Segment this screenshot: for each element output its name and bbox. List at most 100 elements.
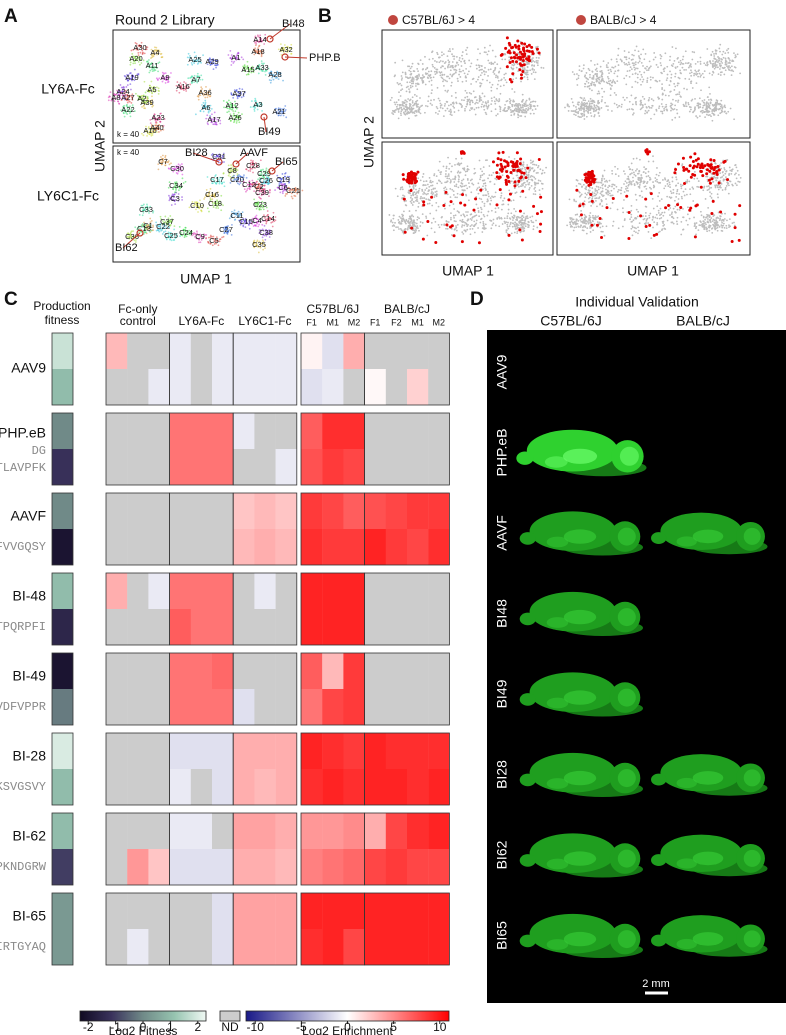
umap-point	[401, 77, 403, 79]
umap-point	[482, 101, 484, 103]
umap-point	[616, 61, 618, 63]
umap-point	[511, 64, 513, 66]
cluster-label: C14	[261, 214, 275, 223]
umap-point	[515, 224, 517, 226]
annotation-label: BI48	[282, 18, 305, 30]
umap-point	[542, 188, 544, 190]
umap-point	[245, 226, 247, 228]
highlight-point	[504, 47, 507, 50]
umap-point	[416, 78, 418, 80]
umap-point	[410, 195, 412, 197]
umap-point	[416, 76, 418, 78]
umap-point	[409, 112, 411, 114]
umap-point	[497, 84, 499, 86]
umap-point	[260, 159, 262, 161]
umap-point	[501, 58, 503, 60]
umap-point	[489, 203, 491, 205]
umap-point	[711, 112, 713, 114]
umap-point	[698, 106, 700, 108]
umap-point	[453, 107, 455, 109]
umap-point	[526, 173, 528, 175]
umap-point	[466, 53, 468, 55]
umap-point	[598, 93, 600, 95]
umap-point	[611, 110, 613, 112]
umap-point	[394, 74, 396, 76]
umap-point	[394, 104, 396, 106]
umap-point	[262, 249, 264, 251]
umap-point	[419, 225, 421, 227]
umap-point	[498, 71, 500, 73]
umap-point	[468, 219, 470, 221]
umap-point	[414, 224, 416, 226]
umap-point	[679, 70, 681, 72]
umap-point	[699, 73, 701, 75]
umap-point	[515, 210, 517, 212]
umap-point	[483, 223, 485, 225]
umap-point	[535, 46, 537, 48]
umap-point	[631, 86, 633, 88]
umap-point	[449, 163, 451, 165]
umap-point	[440, 107, 442, 109]
umap-point	[735, 54, 737, 56]
umap-point	[491, 210, 493, 212]
umap-point	[481, 208, 483, 210]
umap-point	[450, 219, 452, 221]
umap-point	[514, 104, 516, 106]
umap-point	[519, 109, 521, 111]
umap-point	[715, 102, 717, 104]
umap-point	[427, 203, 429, 205]
umap-point	[689, 111, 691, 113]
highlight-point	[513, 51, 516, 54]
umap-point	[478, 64, 480, 66]
umap-point	[445, 173, 447, 175]
umap-point	[607, 109, 609, 111]
umap-point	[463, 225, 465, 227]
umap-point	[408, 107, 410, 109]
umap-point	[662, 113, 664, 115]
umap-point	[416, 95, 418, 97]
umap-point	[726, 63, 728, 65]
highlight-point	[508, 42, 511, 45]
umap-point	[413, 77, 415, 79]
umap-point	[524, 220, 526, 222]
umap-point	[694, 98, 696, 100]
umap-point	[504, 58, 506, 60]
umap-point	[447, 180, 449, 182]
umap-point	[408, 218, 410, 220]
umap-point	[653, 100, 655, 102]
umap-point	[539, 168, 541, 170]
umap-point	[408, 70, 410, 72]
umap-point	[603, 81, 605, 83]
umap-point	[642, 96, 644, 98]
umap-point	[489, 165, 491, 167]
cluster-label: A36	[198, 88, 211, 97]
umap-point	[463, 179, 465, 181]
umap-point	[591, 115, 593, 117]
umap-point	[596, 75, 598, 77]
umap-point	[536, 57, 538, 59]
umap-point	[440, 173, 442, 175]
umap-point	[624, 56, 626, 58]
umap-point	[669, 56, 671, 58]
umap-point	[660, 65, 662, 67]
umap-point	[504, 217, 506, 219]
umap-point	[527, 74, 529, 76]
umap-point	[684, 78, 686, 80]
umap-point	[456, 56, 458, 58]
umap-point	[483, 225, 485, 227]
umap-point	[431, 92, 433, 94]
umap-point	[583, 64, 585, 66]
umap-point	[677, 57, 679, 59]
umap-point	[648, 97, 650, 99]
umap-point	[398, 228, 400, 230]
umap-point	[392, 222, 394, 224]
umap-point	[700, 61, 702, 63]
umap-point	[706, 62, 708, 64]
umap-point	[446, 167, 448, 169]
umap-point	[442, 80, 444, 82]
umap-point	[499, 218, 501, 220]
umap-point	[445, 110, 447, 112]
umap-point	[668, 95, 670, 97]
umap-point	[483, 109, 485, 111]
umap-point	[640, 84, 642, 86]
